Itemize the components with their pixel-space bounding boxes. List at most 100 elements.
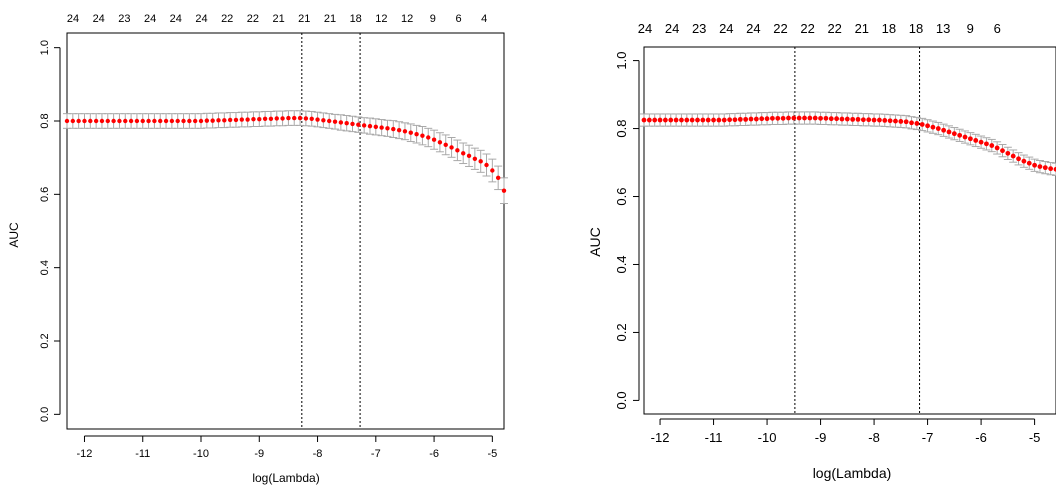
data-point	[941, 127, 947, 133]
data-point	[1032, 162, 1037, 168]
top-axis-label: 22	[221, 13, 233, 25]
plot-frame	[643, 46, 1056, 415]
data-point	[350, 121, 355, 127]
y-axis-title: AUC	[7, 222, 21, 248]
data-point	[82, 118, 87, 124]
data-point	[105, 118, 110, 124]
data-point	[855, 116, 861, 122]
data-point	[823, 115, 829, 121]
data-point	[866, 117, 872, 123]
data-point	[641, 117, 647, 123]
top-axis-label: 24	[67, 13, 79, 25]
data-point	[169, 118, 175, 124]
top-axis-label: 21	[298, 13, 310, 25]
data-point	[431, 137, 437, 142]
data-point	[449, 145, 454, 150]
data-point	[893, 118, 898, 124]
data-point	[76, 118, 81, 124]
data-point	[175, 118, 180, 124]
data-point	[646, 117, 652, 123]
data-point	[1021, 158, 1027, 164]
data-point	[396, 127, 402, 133]
data-point	[204, 118, 210, 123]
x-tick-label: -11	[705, 430, 723, 445]
data-point	[716, 117, 722, 123]
data-point	[711, 117, 716, 123]
data-point	[679, 117, 684, 123]
data-point	[455, 148, 460, 153]
data-point	[860, 117, 866, 123]
x-tick-label: -8	[868, 430, 880, 445]
data-point	[903, 119, 909, 125]
data-point	[268, 116, 274, 122]
data-point	[882, 118, 888, 123]
data-point	[443, 142, 448, 148]
data-point	[978, 139, 984, 145]
data-point	[385, 126, 390, 131]
data-point	[233, 117, 239, 123]
y-tick-label: 0.2	[614, 323, 629, 341]
data-point	[198, 118, 204, 124]
data-point	[163, 118, 169, 124]
y-tick-label: 0.0	[614, 391, 629, 409]
top-axis-label: 22	[827, 21, 841, 36]
top-axis-label: 21	[272, 13, 284, 25]
top-axis-label: 6	[455, 13, 461, 25]
data-point	[828, 116, 834, 122]
data-point	[257, 116, 262, 122]
data-point	[286, 115, 291, 121]
data-point	[684, 117, 690, 123]
x-tick-label: -11	[135, 448, 150, 460]
data-point	[1016, 156, 1021, 162]
data-point	[297, 115, 303, 121]
data-point	[887, 118, 893, 124]
data-point	[668, 117, 674, 123]
x-tick-label: -6	[975, 430, 987, 445]
data-point	[705, 117, 711, 123]
y-tick-label: 0.8	[614, 120, 629, 138]
data-point	[732, 117, 738, 123]
data-point	[361, 123, 367, 128]
data-point	[909, 120, 914, 126]
data-point	[321, 118, 326, 123]
x-tick-label: -7	[371, 448, 381, 460]
data-point	[128, 118, 134, 124]
data-point	[871, 117, 877, 123]
x-tick-label: -9	[254, 448, 264, 460]
x-tick-label: -10	[758, 430, 777, 445]
data-point	[315, 117, 320, 122]
data-point	[1010, 153, 1016, 159]
data-point	[192, 118, 198, 124]
y-tick-label: 0.0	[39, 407, 51, 422]
data-point	[786, 115, 791, 121]
data-point	[501, 188, 507, 193]
top-axis-label: 6	[994, 21, 1001, 36]
top-axis-label: 9	[430, 13, 436, 25]
data-point	[689, 117, 695, 123]
x-tick-label: -12	[77, 448, 93, 460]
data-point	[437, 140, 443, 145]
data-point	[973, 138, 979, 143]
data-point	[367, 123, 373, 129]
data-point	[994, 145, 1000, 151]
data-point	[780, 115, 786, 121]
data-point	[775, 115, 781, 121]
data-point	[64, 118, 70, 124]
data-point	[472, 156, 478, 161]
data-point	[1026, 160, 1032, 166]
top-axis-label: 23	[692, 21, 706, 36]
data-point	[807, 115, 813, 121]
top-axis-label: 23	[118, 13, 130, 25]
top-axis-label: 13	[936, 21, 950, 36]
data-point	[898, 119, 904, 124]
data-point	[791, 115, 797, 121]
data-point	[280, 116, 285, 121]
y-tick-label: 0.4	[39, 260, 51, 275]
data-point	[99, 118, 105, 124]
data-point	[134, 118, 140, 124]
top-axis-label: 24	[719, 21, 733, 36]
data-point	[495, 175, 501, 181]
x-tick-label: -10	[193, 448, 209, 460]
top-axis-label: 21	[855, 21, 869, 36]
x-tick-label: -9	[815, 430, 827, 445]
